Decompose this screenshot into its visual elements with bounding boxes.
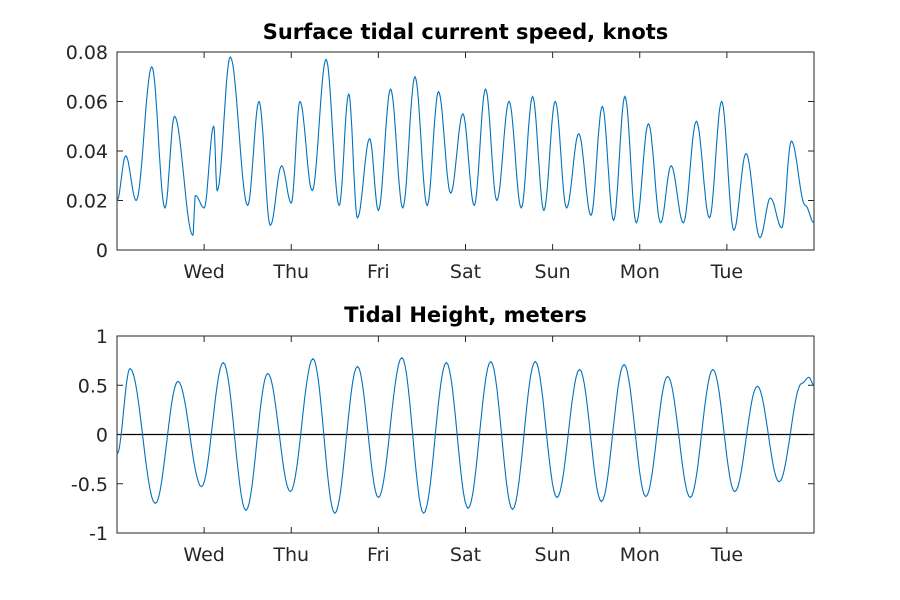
x-tick-label: Wed	[183, 261, 224, 283]
x-tick-label: Sat	[450, 261, 481, 283]
y-tick-label: -0.5	[71, 474, 108, 496]
tidal-height-chart: Tidal Height, meters -1 -0.5 0 0.5 1 Wed Thu Fr…	[71, 303, 815, 566]
y-tick-label: 0	[96, 425, 108, 447]
x-tick-label: Wed	[183, 544, 224, 566]
y-tick-label: 1	[96, 326, 108, 348]
axis-ticks: -1 -0.5 0 0.5 1 Wed Thu Fri Sat Sun Mon Tue	[71, 326, 814, 566]
x-tick-label: Thu	[272, 261, 309, 283]
x-tick-label: Tue	[710, 544, 743, 566]
x-tick-label: Fri	[367, 261, 390, 283]
x-tick-label: Mon	[620, 261, 660, 283]
x-tick-label: Mon	[620, 544, 660, 566]
current-speed-chart: Surface tidal current speed, knots 0 0.02…	[66, 20, 815, 283]
tidal-height-series-line	[116, 356, 815, 515]
current-speed-series-line	[116, 55, 815, 239]
x-tick-label: Fri	[367, 544, 390, 566]
y-tick-label: -1	[89, 523, 108, 545]
x-tick-label: Tue	[710, 261, 743, 283]
y-tick-label: 0.06	[66, 92, 108, 114]
y-tick-label: 0	[96, 240, 108, 262]
x-tick-label: Thu	[272, 544, 309, 566]
x-tick-label: Sun	[535, 261, 571, 283]
y-tick-label: 0.08	[66, 42, 108, 64]
x-tick-label: Sat	[450, 544, 481, 566]
y-tick-label: 0.04	[66, 141, 108, 163]
axis-ticks: 0 0.02 0.04 0.06 0.08 Wed Thu Fri Sat Sun Mon Tue	[66, 42, 814, 283]
chart-title: Tidal Height, meters	[344, 303, 587, 327]
y-tick-label: 0.02	[66, 191, 108, 213]
y-tick-label: 0.5	[78, 375, 108, 397]
x-tick-label: Sun	[535, 544, 571, 566]
chart-title: Surface tidal current speed, knots	[263, 20, 669, 44]
